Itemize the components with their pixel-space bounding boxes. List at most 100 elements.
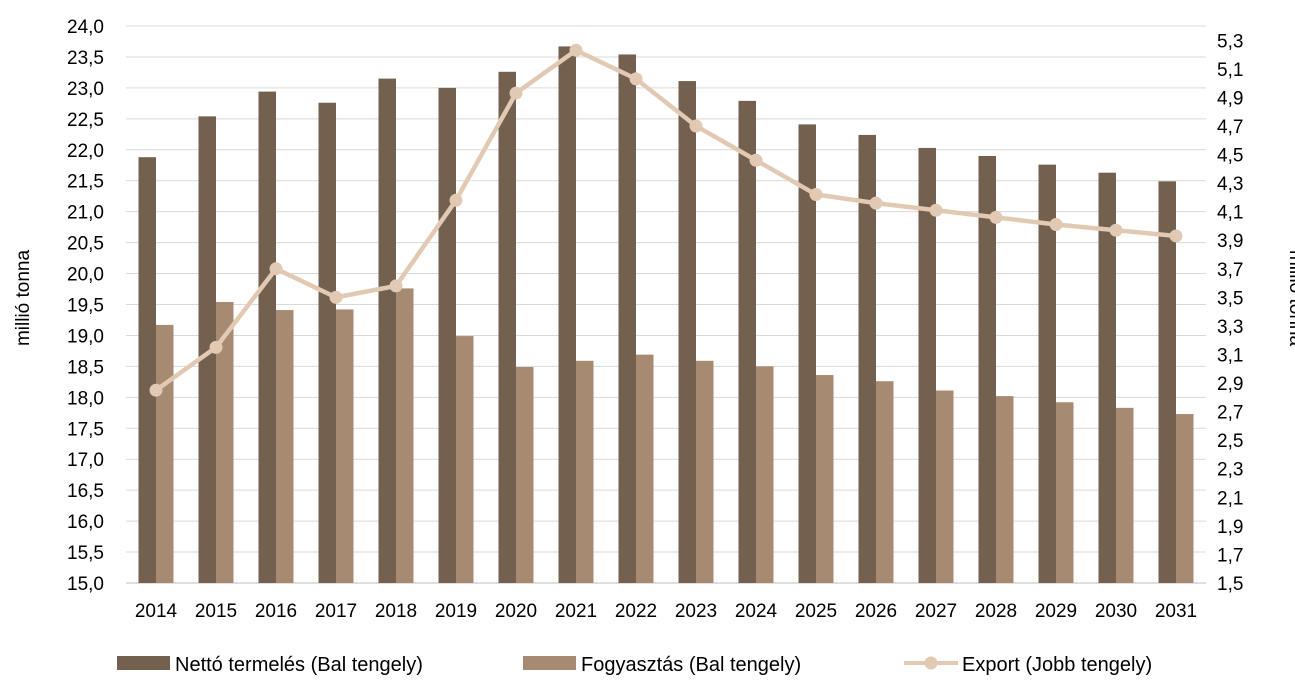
bar-fogyasztas	[936, 390, 954, 583]
left-tick-label: 15,5	[67, 543, 104, 564]
bar-fogyasztas	[996, 396, 1014, 583]
bar-netto	[618, 54, 636, 584]
bar-series	[138, 46, 1194, 584]
bar-netto	[558, 46, 576, 583]
x-tick-label: 2015	[195, 601, 237, 622]
export-point	[869, 196, 883, 210]
bar-netto	[798, 124, 816, 584]
right-tick-label: 4,9	[1217, 88, 1243, 109]
x-tick-label: 2028	[975, 601, 1017, 622]
bar-netto	[318, 102, 336, 584]
export-point	[929, 203, 943, 217]
export-point	[209, 340, 223, 354]
x-tick-label: 2020	[495, 601, 537, 622]
right-tick-label: 4,5	[1217, 146, 1243, 167]
left-axis-ticks: 15,0 15,5 16,0 16,5 17,0 17,5 18,0 18,5 19,0 19,5…	[67, 17, 104, 595]
export-point	[329, 290, 343, 304]
x-tick-label: 2030	[1095, 601, 1137, 622]
right-tick-label: 5,1	[1217, 60, 1243, 81]
export-point	[989, 210, 1003, 224]
bar-netto	[198, 116, 216, 583]
right-axis-ticks: 1,5 1,7 1,9 2,1 2,3 2,5 2,7 2,9 3,1 3,3 3,5 3,7 3,9 4…	[1217, 31, 1243, 595]
left-tick-label: 24,0	[67, 17, 104, 38]
bar-netto	[258, 91, 276, 583]
bar-netto	[678, 81, 696, 583]
bar-fogyasztas	[1056, 402, 1074, 583]
export-point	[509, 86, 523, 100]
x-tick-label: 2025	[795, 601, 837, 622]
left-tick-label: 20,0	[67, 265, 104, 286]
left-tick-label: 18,0	[67, 388, 104, 409]
x-tick-label: 2021	[555, 601, 597, 622]
export-point	[689, 119, 703, 133]
bar-netto	[438, 87, 456, 583]
bar-fogyasztas	[1176, 414, 1194, 583]
x-tick-label: 2031	[1155, 601, 1197, 622]
bar-netto	[1158, 181, 1176, 583]
export-point	[569, 43, 583, 57]
bar-fogyasztas	[456, 336, 474, 583]
legend-swatch-export-marker	[924, 656, 938, 670]
left-tick-label: 22,5	[67, 110, 104, 131]
export-point	[809, 188, 823, 202]
left-tick-label: 17,0	[67, 450, 104, 471]
bar-fogyasztas	[756, 366, 774, 583]
export-point	[749, 153, 763, 167]
legend-label-fogyasztas: Fogyasztás (Bal tengely)	[581, 654, 801, 676]
right-tick-label: 3,3	[1217, 317, 1243, 338]
right-tick-label: 2,7	[1217, 403, 1243, 424]
left-tick-label: 21,0	[67, 203, 104, 224]
x-tick-label: 2026	[855, 601, 897, 622]
right-tick-label: 1,7	[1217, 545, 1243, 566]
left-tick-label: 15,0	[67, 574, 104, 595]
bar-fogyasztas	[396, 288, 414, 583]
left-tick-label: 23,0	[67, 79, 104, 100]
right-tick-label: 2,5	[1217, 431, 1243, 452]
left-tick-label: 21,5	[67, 172, 104, 193]
right-tick-label: 2,3	[1217, 460, 1243, 481]
legend-swatch-netto	[117, 656, 170, 670]
x-tick-label: 2027	[915, 601, 957, 622]
export-point	[449, 193, 463, 207]
left-tick-label: 19,0	[67, 326, 104, 347]
export-line-series	[149, 43, 1183, 397]
right-tick-label: 1,9	[1217, 517, 1243, 538]
right-tick-label: 5,3	[1217, 31, 1243, 52]
left-tick-label: 16,5	[67, 481, 104, 502]
x-tick-label: 2016	[255, 601, 297, 622]
bar-fogyasztas	[216, 302, 234, 583]
export-line	[154, 48, 1177, 393]
x-tick-label: 2022	[615, 601, 657, 622]
bar-fogyasztas	[696, 360, 714, 583]
export-point	[629, 72, 643, 86]
right-tick-label: 4,1	[1217, 203, 1243, 224]
left-axis-title: millió tonna	[13, 250, 34, 347]
gridlines	[126, 25, 1206, 584]
x-tick-label: 2023	[675, 601, 717, 622]
left-tick-label: 22,0	[67, 141, 104, 162]
bar-fogyasztas	[576, 360, 594, 583]
bar-fogyasztas	[276, 310, 294, 583]
bar-netto	[498, 71, 516, 583]
bar-netto	[858, 134, 876, 583]
right-tick-label: 4,7	[1217, 117, 1243, 138]
legend: Nettó termelés (Bal tengely) Fogyasztás …	[117, 654, 1152, 676]
legend-label-netto: Nettó termelés (Bal tengely)	[175, 654, 423, 676]
export-point	[389, 279, 403, 293]
bar-netto	[918, 147, 936, 583]
legend-label-export: Export (Jobb tengely)	[962, 654, 1152, 676]
left-tick-label: 23,5	[67, 48, 104, 69]
bar-netto	[978, 155, 996, 583]
bar-fogyasztas	[1116, 407, 1134, 583]
export-point	[1169, 229, 1183, 243]
bar-netto	[1038, 164, 1056, 583]
left-tick-label: 20,5	[67, 234, 104, 255]
left-tick-label: 18,5	[67, 357, 104, 378]
bar-fogyasztas	[156, 324, 174, 583]
bar-fogyasztas	[816, 375, 834, 583]
export-point	[149, 383, 163, 397]
export-point	[1049, 218, 1063, 232]
right-tick-label: 2,9	[1217, 374, 1243, 395]
x-tick-label: 2029	[1035, 601, 1077, 622]
